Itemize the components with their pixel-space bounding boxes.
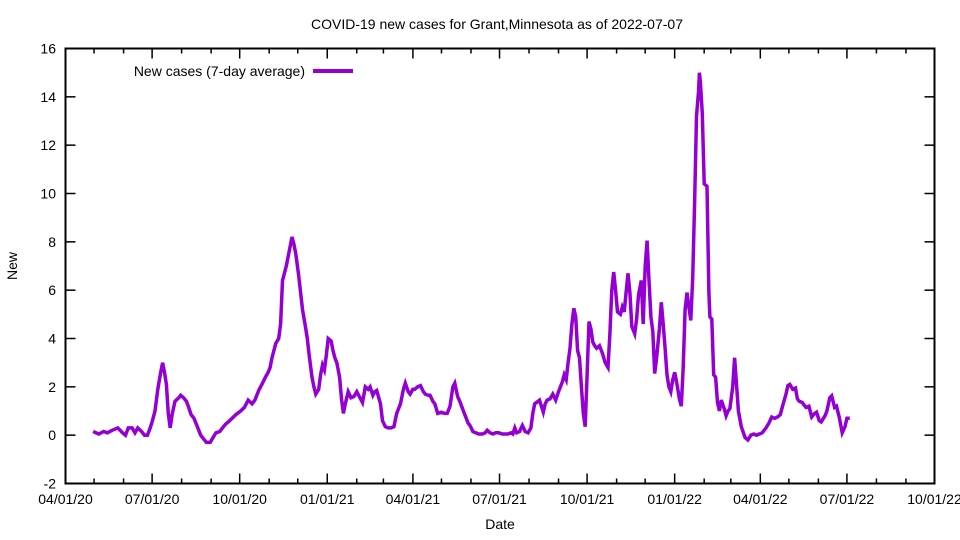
x-tick-label: 07/01/20: [125, 491, 180, 507]
y-axis-label: New: [4, 251, 20, 280]
x-tick-label: 10/01/20: [212, 491, 267, 507]
legend-label: New cases (7-day average): [134, 63, 305, 79]
x-tick-label: 10/01/22: [907, 491, 960, 507]
y-tick-label: 16: [40, 41, 56, 57]
x-tick-label: 07/01/22: [820, 491, 875, 507]
y-tick-label: 6: [48, 282, 56, 298]
y-tick-label: 14: [40, 89, 56, 105]
plot-border: [64, 47, 936, 485]
y-tick-label: 4: [48, 331, 56, 347]
y-tick-label: 2: [48, 379, 56, 395]
y-tick-label: 0: [48, 427, 56, 443]
y-tick-label: 12: [40, 137, 56, 153]
axis-tick-labels: 04/01/20 07/01/20 10/01/20 01/01/21 04/01/21…: [38, 41, 960, 508]
x-tick-label: 04/01/22: [733, 491, 788, 507]
x-tick-label: 04/01/21: [386, 491, 441, 507]
chart-title: COVID-19 new cases for Grant,Minnesota a…: [311, 16, 683, 32]
y-tick-label: 8: [48, 234, 56, 250]
x-tick-label: 10/01/21: [560, 491, 615, 507]
data-line-new-cases: [92, 72, 850, 445]
y-tick-label: -2: [44, 476, 57, 492]
y-tick-label: 10: [40, 186, 56, 202]
x-axis-label: Date: [485, 516, 515, 532]
x-tick-label: 04/01/20: [38, 491, 93, 507]
x-tick-label: 01/01/22: [647, 491, 702, 507]
x-tick-label: 01/01/21: [300, 491, 355, 507]
x-tick-label: 07/01/21: [472, 491, 527, 507]
